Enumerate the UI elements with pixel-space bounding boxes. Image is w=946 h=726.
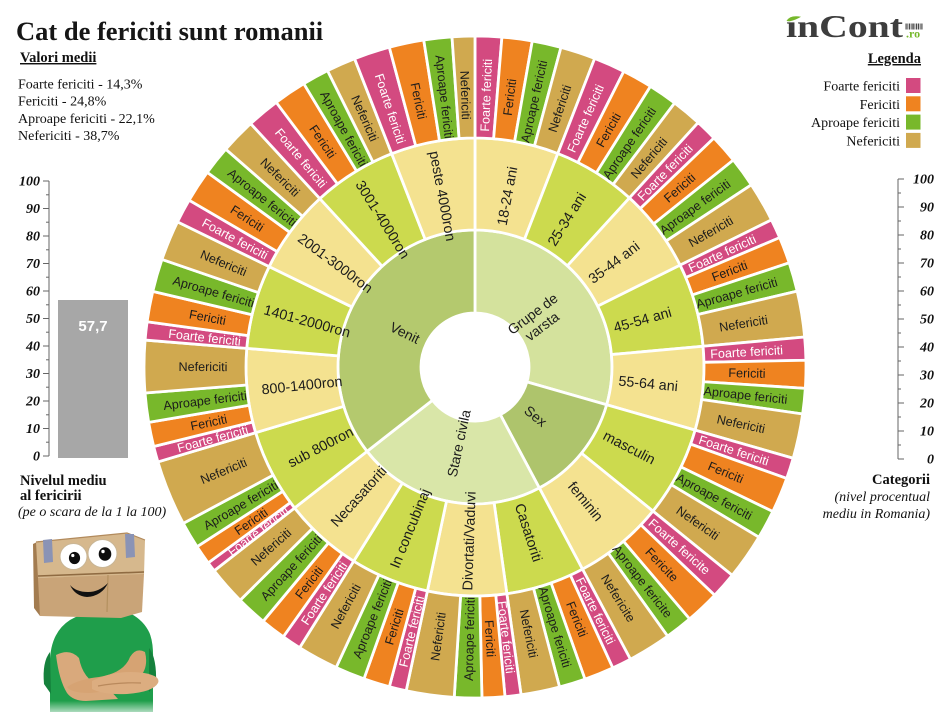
svg-text:al fericirii: al fericirii — [20, 488, 82, 504]
svg-text:Aproape fericiti: Aproape fericiti — [462, 597, 478, 681]
svg-text:Foarte fericiti: Foarte fericiti — [823, 80, 900, 95]
svg-text:60: 60 — [920, 285, 934, 300]
svg-text:Nivelul mediu: Nivelul mediu — [20, 473, 107, 489]
svg-text:50: 50 — [26, 312, 40, 327]
svg-text:Foarte fericiti: Foarte fericiti — [710, 343, 783, 361]
svg-text:0: 0 — [33, 450, 40, 465]
svg-text:(nivel procentual: (nivel procentual — [834, 490, 930, 505]
svg-text:40: 40 — [25, 340, 40, 355]
svg-text:Aproape fericiti - 22,1%: Aproape fericiti - 22,1% — [18, 112, 155, 127]
svg-text:40: 40 — [919, 341, 934, 356]
svg-text:Nefericiti: Nefericiti — [457, 70, 473, 119]
svg-text:Divortati/Vaduvi: Divortati/Vaduvi — [460, 491, 479, 591]
svg-text:90: 90 — [26, 202, 40, 217]
svg-text:20: 20 — [25, 395, 40, 410]
svg-text:Aproape fericiti: Aproape fericiti — [811, 116, 900, 131]
svg-text:30: 30 — [25, 367, 40, 382]
svg-text:Fericiti: Fericiti — [482, 620, 498, 658]
svg-text:ınCont: ınCont — [786, 9, 904, 44]
svg-text:.ro: .ro — [906, 27, 920, 41]
svg-text:Nefericiti: Nefericiti — [428, 611, 449, 661]
svg-text:(pe o scara de la 1 la 100): (pe o scara de la 1 la 100) — [18, 505, 166, 520]
svg-text:0: 0 — [927, 453, 934, 468]
svg-text:80: 80 — [26, 230, 40, 245]
svg-text:Categorii: Categorii — [872, 472, 930, 488]
svg-text:30: 30 — [919, 369, 934, 384]
svg-text:70: 70 — [26, 257, 40, 272]
svg-text:50: 50 — [920, 313, 934, 328]
svg-text:Legenda: Legenda — [868, 51, 922, 67]
svg-text:70: 70 — [920, 257, 934, 272]
svg-text:60: 60 — [26, 285, 40, 300]
svg-text:20: 20 — [919, 397, 934, 412]
svg-text:10: 10 — [920, 425, 934, 440]
svg-text:Foarte fericiti: Foarte fericiti — [478, 59, 495, 132]
svg-text:Fericiti: Fericiti — [188, 307, 227, 328]
svg-text:55-64 ani: 55-64 ani — [618, 374, 679, 396]
svg-text:Fericiti: Fericiti — [728, 366, 765, 381]
svg-text:100: 100 — [913, 173, 934, 188]
svg-text:Fericiti - 24,8%: Fericiti - 24,8% — [18, 95, 107, 110]
svg-text:90: 90 — [920, 201, 934, 216]
svg-text:Nefericiti: Nefericiti — [178, 360, 227, 374]
svg-text:mediu in Romania): mediu in Romania) — [823, 507, 931, 522]
svg-text:Valori medii: Valori medii — [20, 50, 96, 66]
svg-text:Cat de fericiti sunt romanii: Cat de fericiti sunt romanii — [16, 16, 323, 46]
svg-text:Nefericiti - 38,7%: Nefericiti - 38,7% — [18, 129, 120, 144]
svg-text:80: 80 — [920, 229, 934, 244]
svg-text:100: 100 — [19, 175, 40, 190]
svg-text:Fericiti: Fericiti — [501, 78, 520, 117]
svg-text:Nefericiti: Nefericiti — [846, 134, 900, 149]
svg-text:Fericiti: Fericiti — [860, 98, 901, 113]
svg-text:Foarte fericiti - 14,3%: Foarte fericiti - 14,3% — [18, 78, 143, 93]
svg-text:10: 10 — [26, 422, 40, 437]
svg-text:57,7: 57,7 — [78, 318, 107, 335]
